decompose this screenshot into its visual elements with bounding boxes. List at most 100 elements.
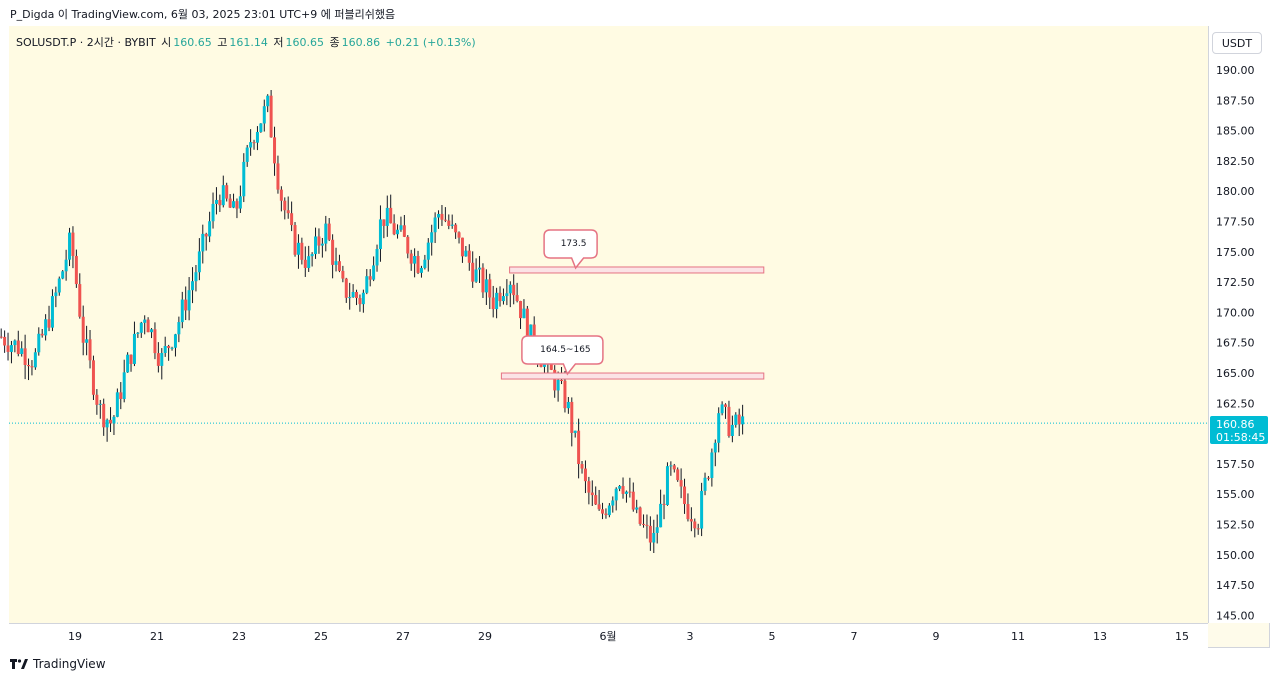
candle-body (710, 452, 714, 478)
candle-body (426, 242, 430, 260)
candle-body (136, 332, 140, 334)
candle-body (607, 505, 611, 516)
time-tick-label: 19 (68, 630, 82, 643)
chart-pane[interactable] (9, 26, 1208, 623)
candle-body (153, 329, 157, 354)
candle-body (208, 221, 212, 237)
candle-body (385, 207, 389, 226)
candle-body (13, 340, 17, 346)
candle-body (320, 243, 324, 246)
price-tick-label: 157.50 (1216, 458, 1255, 471)
candle-body (392, 223, 396, 235)
time-scale[interactable] (9, 623, 1208, 648)
candle-body (375, 249, 379, 266)
symbol-title[interactable]: SOLUSDT.P · 2시간 · BYBIT (16, 36, 156, 49)
candle-body (413, 255, 417, 264)
price-tick-label: 165.00 (1216, 367, 1255, 380)
candle-body (577, 430, 581, 465)
candle-body (85, 339, 89, 343)
candle-body (573, 430, 577, 433)
candle-body (378, 219, 382, 250)
price-scale[interactable] (1208, 26, 1270, 623)
tradingview-footer[interactable]: TradingView (10, 657, 106, 671)
candle-body (556, 379, 560, 391)
candle-body (225, 185, 229, 199)
publish-attribution: P_Digda 이 TradingView.com, 6월 03, 2025 2… (10, 8, 396, 21)
candle-body (423, 259, 427, 268)
candle-body (344, 278, 348, 298)
candle-body (191, 281, 195, 291)
candle-body (327, 223, 331, 240)
time-tick-label: 25 (314, 630, 328, 643)
candle-body (700, 490, 704, 529)
candle-body (167, 346, 171, 348)
candle-body (242, 161, 246, 197)
candle-body (471, 262, 475, 282)
candle-body (515, 295, 519, 302)
candle-body (324, 223, 328, 244)
candle-body (218, 199, 222, 206)
candle-body (214, 199, 218, 204)
candle-body (406, 236, 410, 254)
candle-body (98, 403, 102, 405)
candle-body (16, 340, 20, 355)
candle-body (68, 232, 72, 260)
candle-body (560, 379, 564, 381)
candle-body (621, 486, 625, 494)
candle-body (467, 250, 471, 263)
time-tick-label: 6월 (599, 630, 616, 643)
candle-body (737, 414, 741, 425)
candle-body (54, 292, 58, 297)
candle-body (228, 198, 232, 208)
candle-body (508, 284, 512, 294)
candle-body (109, 419, 113, 424)
candle-body (293, 225, 297, 255)
candle-body (382, 219, 386, 226)
candle-body (6, 345, 10, 352)
candle-body (450, 224, 454, 226)
candle-body (9, 345, 13, 352)
candle-body (498, 292, 502, 302)
candle-body (102, 403, 106, 428)
candle-body (27, 364, 31, 367)
callout-bubble (521, 335, 604, 376)
candle-body (269, 95, 273, 138)
candle-body (430, 232, 434, 243)
price-tick-label: 185.00 (1216, 125, 1255, 138)
time-tick-label: 29 (478, 630, 492, 643)
candle-body (635, 507, 639, 510)
price-tick-label: 152.50 (1216, 519, 1255, 532)
candle-body (187, 290, 191, 311)
candle-body (88, 339, 92, 361)
candle-body (730, 424, 734, 437)
candle-body (341, 270, 345, 279)
candle-body (211, 203, 215, 222)
price-tick-label: 180.00 (1216, 185, 1255, 198)
currency-button[interactable]: USDT (1212, 32, 1262, 54)
candle-body (389, 207, 393, 224)
candle-body (365, 276, 369, 293)
candle-body (314, 236, 318, 255)
price-zone (509, 266, 765, 274)
candle-body (160, 352, 164, 366)
candle-body (478, 267, 482, 270)
current-price-value: 160.86 (1216, 418, 1255, 431)
candle-body (303, 259, 307, 268)
candle-body (419, 267, 423, 273)
candle-body (433, 217, 437, 233)
candle-body (553, 369, 557, 391)
candle-body (652, 532, 656, 543)
candle-body (180, 299, 184, 323)
candle-body (81, 316, 85, 343)
candle-body (235, 201, 239, 209)
high-value: 161.14 (229, 36, 268, 49)
candle-body (659, 503, 663, 528)
candle-body (734, 414, 738, 425)
time-tick-label: 21 (150, 630, 164, 643)
candle-body (290, 213, 294, 226)
candle-body (484, 279, 488, 293)
candle-body (143, 319, 147, 323)
price-tick-label: 145.00 (1216, 609, 1255, 622)
candle-body (37, 333, 41, 353)
